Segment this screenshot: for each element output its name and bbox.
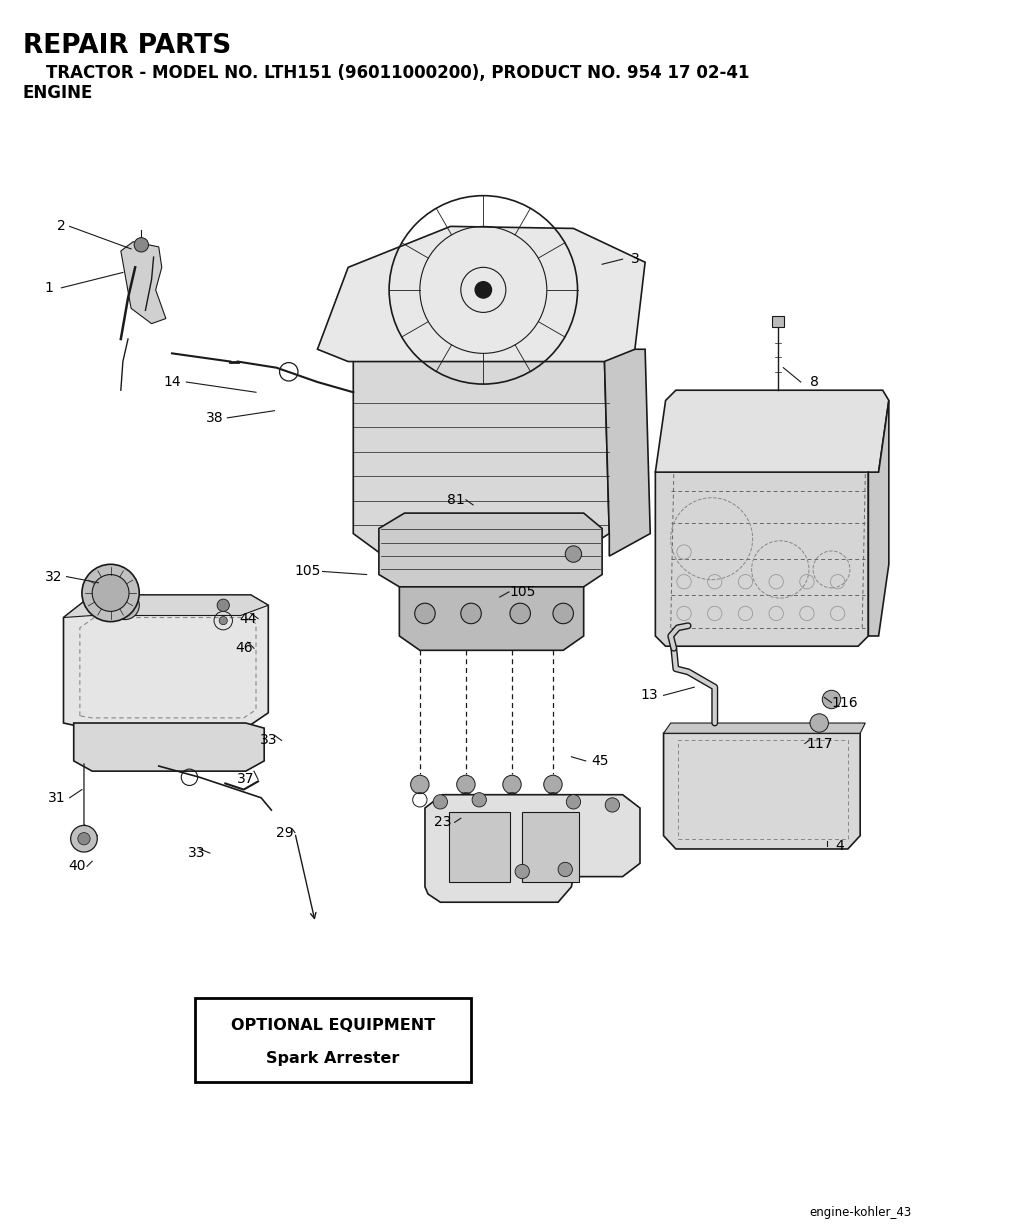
Text: 14: 14: [163, 375, 181, 389]
Text: 8: 8: [810, 375, 818, 389]
Circle shape: [810, 714, 828, 732]
Bar: [195, 998, 471, 1082]
Circle shape: [558, 862, 572, 876]
Polygon shape: [664, 723, 865, 734]
Circle shape: [219, 617, 227, 624]
Polygon shape: [63, 595, 268, 729]
Text: 81: 81: [446, 492, 465, 507]
Polygon shape: [655, 390, 889, 480]
Text: 32: 32: [44, 570, 62, 583]
Text: 105: 105: [294, 565, 321, 579]
Polygon shape: [63, 595, 268, 618]
Text: 33: 33: [259, 734, 278, 747]
Circle shape: [78, 832, 90, 844]
Text: 40: 40: [68, 859, 86, 873]
Text: TRACTOR - MODEL NO. LTH151 (96011000200), PRODUCT NO. 954 17 02-41: TRACTOR - MODEL NO. LTH151 (96011000200)…: [23, 64, 749, 81]
Text: 116: 116: [831, 696, 858, 709]
Bar: [772, 316, 784, 326]
Text: 31: 31: [47, 790, 66, 805]
Text: 38: 38: [206, 411, 224, 425]
Circle shape: [457, 776, 475, 794]
Polygon shape: [604, 350, 650, 556]
Polygon shape: [522, 812, 579, 881]
Circle shape: [461, 603, 481, 624]
Polygon shape: [449, 812, 510, 881]
Polygon shape: [868, 400, 889, 636]
Polygon shape: [399, 582, 584, 650]
Text: 1: 1: [45, 281, 53, 294]
Circle shape: [475, 282, 492, 298]
Text: 33: 33: [187, 846, 206, 860]
Circle shape: [433, 795, 447, 809]
Polygon shape: [74, 723, 264, 771]
Polygon shape: [353, 350, 609, 556]
Text: 37: 37: [237, 772, 255, 787]
Circle shape: [515, 864, 529, 879]
Circle shape: [605, 798, 620, 812]
Text: 3: 3: [631, 252, 639, 266]
Circle shape: [510, 603, 530, 624]
Text: Spark Arrester: Spark Arrester: [266, 1051, 399, 1066]
Polygon shape: [655, 473, 868, 646]
Polygon shape: [425, 795, 640, 902]
Polygon shape: [121, 241, 166, 324]
Circle shape: [217, 599, 229, 612]
Polygon shape: [664, 734, 860, 849]
Circle shape: [411, 776, 429, 794]
Text: OPTIONAL EQUIPMENT: OPTIONAL EQUIPMENT: [230, 1018, 435, 1033]
Text: 105: 105: [509, 585, 536, 599]
Circle shape: [544, 776, 562, 794]
Text: engine-kohler_43: engine-kohler_43: [809, 1206, 911, 1219]
Text: ENGINE: ENGINE: [23, 85, 93, 102]
Text: 4: 4: [836, 838, 844, 853]
Text: 29: 29: [275, 826, 294, 840]
Circle shape: [472, 793, 486, 808]
Circle shape: [134, 238, 148, 252]
Circle shape: [565, 545, 582, 563]
Text: 45: 45: [591, 753, 609, 768]
Text: 2: 2: [57, 219, 66, 234]
Polygon shape: [317, 227, 645, 362]
Circle shape: [92, 575, 129, 612]
Text: 13: 13: [640, 688, 658, 703]
Polygon shape: [379, 513, 602, 587]
Circle shape: [566, 795, 581, 809]
Circle shape: [111, 591, 139, 619]
Text: 23: 23: [433, 815, 452, 830]
Circle shape: [71, 826, 97, 852]
Text: 117: 117: [806, 736, 833, 751]
Text: 44: 44: [239, 612, 257, 625]
Circle shape: [503, 776, 521, 794]
Circle shape: [82, 564, 139, 622]
Circle shape: [822, 691, 841, 709]
Circle shape: [415, 603, 435, 624]
Text: REPAIR PARTS: REPAIR PARTS: [23, 33, 230, 59]
Circle shape: [553, 603, 573, 624]
Text: 46: 46: [234, 641, 253, 655]
